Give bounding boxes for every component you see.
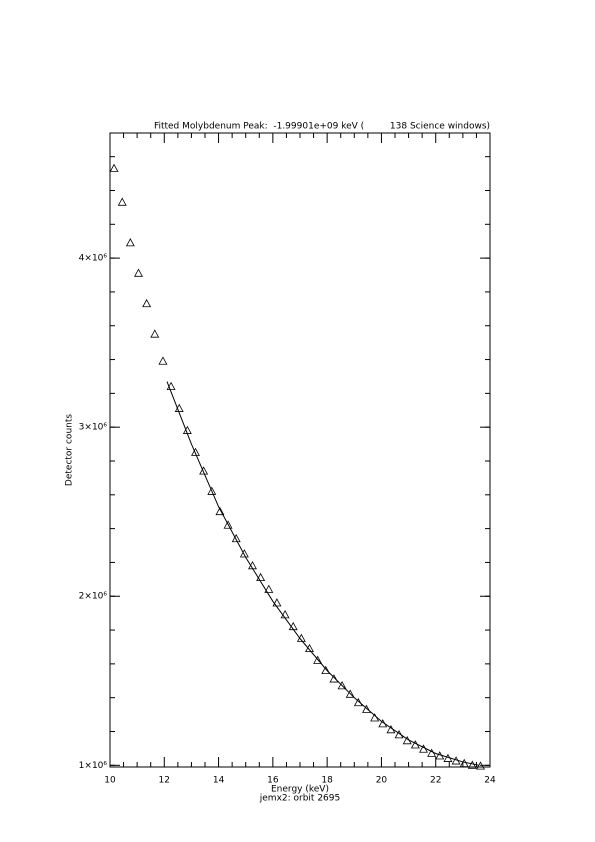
y-tick-label: 2×10⁶ bbox=[79, 592, 108, 602]
data-point bbox=[427, 748, 437, 757]
fit-line bbox=[166, 381, 480, 766]
data-point bbox=[223, 520, 233, 529]
data-point bbox=[467, 760, 477, 769]
data-point bbox=[207, 486, 217, 495]
x-tick-label: 12 bbox=[159, 776, 170, 786]
y-tick-label: 3×10⁶ bbox=[79, 423, 108, 433]
x-tick-label: 10 bbox=[104, 776, 116, 786]
data-point bbox=[150, 329, 160, 338]
data-point bbox=[158, 356, 168, 365]
data-point bbox=[215, 506, 225, 516]
data-point bbox=[459, 758, 469, 768]
data-point bbox=[353, 697, 363, 707]
data-point bbox=[199, 466, 209, 475]
data-point bbox=[231, 533, 241, 543]
data-point bbox=[305, 643, 314, 653]
plot-frame bbox=[109, 132, 491, 768]
data-point bbox=[125, 238, 135, 247]
data-point bbox=[264, 584, 274, 593]
data-point bbox=[362, 704, 371, 713]
x-tick-label: 20 bbox=[376, 776, 388, 786]
x-tick-label: 16 bbox=[267, 776, 279, 786]
data-point bbox=[345, 689, 355, 698]
data-point bbox=[321, 665, 331, 675]
data-point bbox=[378, 719, 388, 728]
data-point bbox=[134, 268, 143, 277]
x-tick-label: 22 bbox=[430, 776, 441, 786]
data-point bbox=[109, 163, 119, 172]
subtitle: jemx2: orbit 2695 bbox=[259, 794, 340, 804]
data-point bbox=[313, 655, 323, 664]
data-point bbox=[329, 674, 339, 683]
chart-title: Fitted Molybdenum Peak: -1.99901e+09 keV… bbox=[154, 122, 490, 132]
x-tick-label: 24 bbox=[484, 776, 496, 786]
y-tick-label: 4×10⁶ bbox=[79, 254, 108, 264]
x-tick-label: 14 bbox=[213, 776, 225, 786]
data-point bbox=[117, 197, 127, 206]
data-point bbox=[142, 298, 152, 308]
y-tick-label: 1×10⁶ bbox=[79, 761, 108, 771]
data-point bbox=[191, 447, 200, 456]
x-tick-label: 18 bbox=[321, 776, 333, 786]
data-point bbox=[337, 681, 347, 690]
x-axis-label: Energy (keV) bbox=[271, 785, 329, 795]
y-axis-label: Detector counts bbox=[65, 414, 75, 486]
data-point bbox=[272, 598, 282, 607]
data-point bbox=[239, 549, 249, 558]
